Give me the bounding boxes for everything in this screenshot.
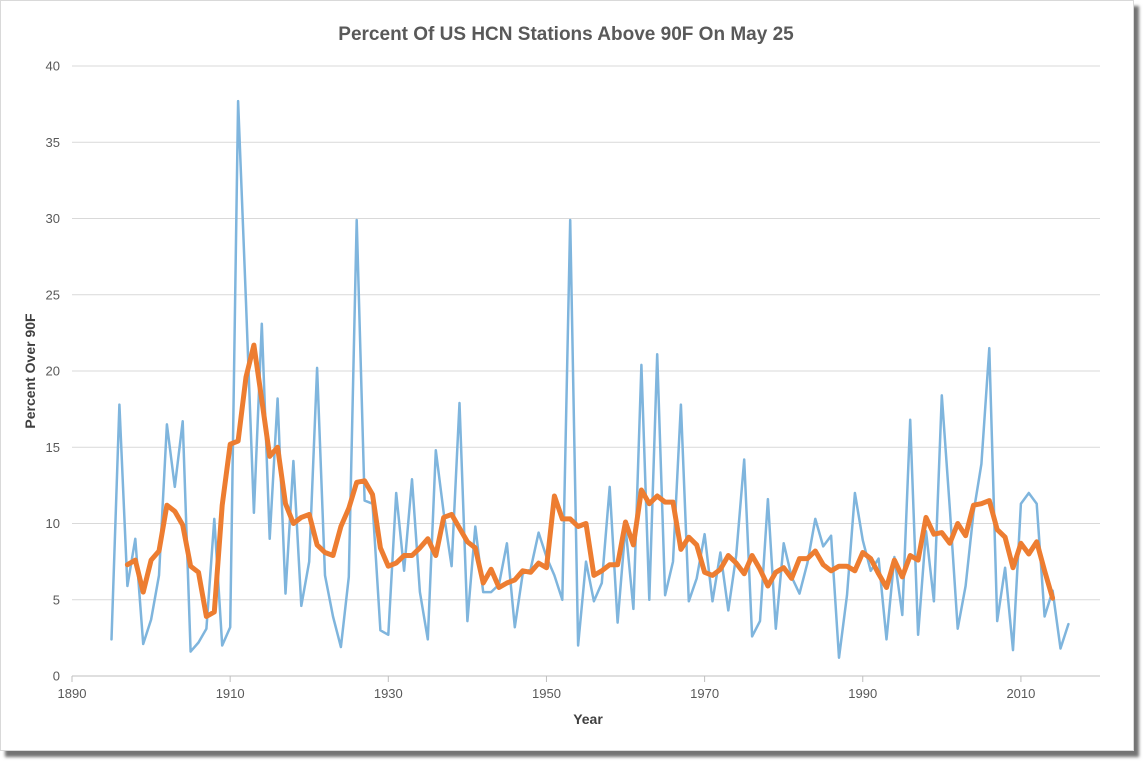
x-tick-label: 1970 — [690, 686, 719, 701]
y-tick-label: 35 — [46, 135, 60, 150]
y-tick-label: 5 — [53, 592, 60, 607]
y-tick-label: 25 — [46, 287, 60, 302]
x-tick-label: 2010 — [1006, 686, 1035, 701]
y-tick-label: 0 — [53, 669, 60, 684]
x-tick-label: 1910 — [216, 686, 245, 701]
y-tick-label: 30 — [46, 211, 60, 226]
x-tick-label: 1950 — [532, 686, 561, 701]
gridlines — [72, 65, 1100, 601]
x-axis-label: Year — [573, 711, 603, 727]
series-line-smoothed — [124, 342, 1056, 619]
chart-title: Percent Of US HCN Stations Above 90F On … — [338, 24, 794, 45]
y-axis-ticks: 0 5 10 15 20 25 30 35 40 — [46, 59, 60, 684]
y-tick-label: 10 — [46, 516, 60, 531]
y-tick-label: 15 — [46, 440, 60, 455]
x-tick-label: 1990 — [848, 686, 877, 701]
series-layer — [110, 99, 1070, 659]
x-tick-label: 1930 — [374, 686, 403, 701]
y-axis-label: Percent Over 90F — [22, 313, 38, 429]
y-tick-label: 20 — [46, 364, 60, 379]
y-tick-label: 40 — [46, 59, 60, 74]
x-tick-label: 1890 — [58, 686, 87, 701]
x-axis-ticks: 1890 1910 1930 1950 1970 1990 2010 — [58, 676, 1035, 701]
series-line-annual — [110, 99, 1070, 659]
